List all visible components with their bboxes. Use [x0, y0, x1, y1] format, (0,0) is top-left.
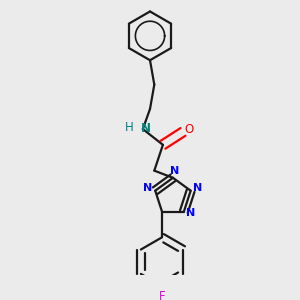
Text: N: N [170, 167, 179, 176]
Text: H: H [125, 121, 134, 134]
Text: O: O [185, 123, 194, 136]
Text: N: N [186, 208, 196, 218]
Text: N: N [141, 122, 151, 135]
Text: N: N [143, 183, 153, 193]
Text: F: F [159, 290, 165, 300]
Text: N: N [193, 183, 203, 193]
